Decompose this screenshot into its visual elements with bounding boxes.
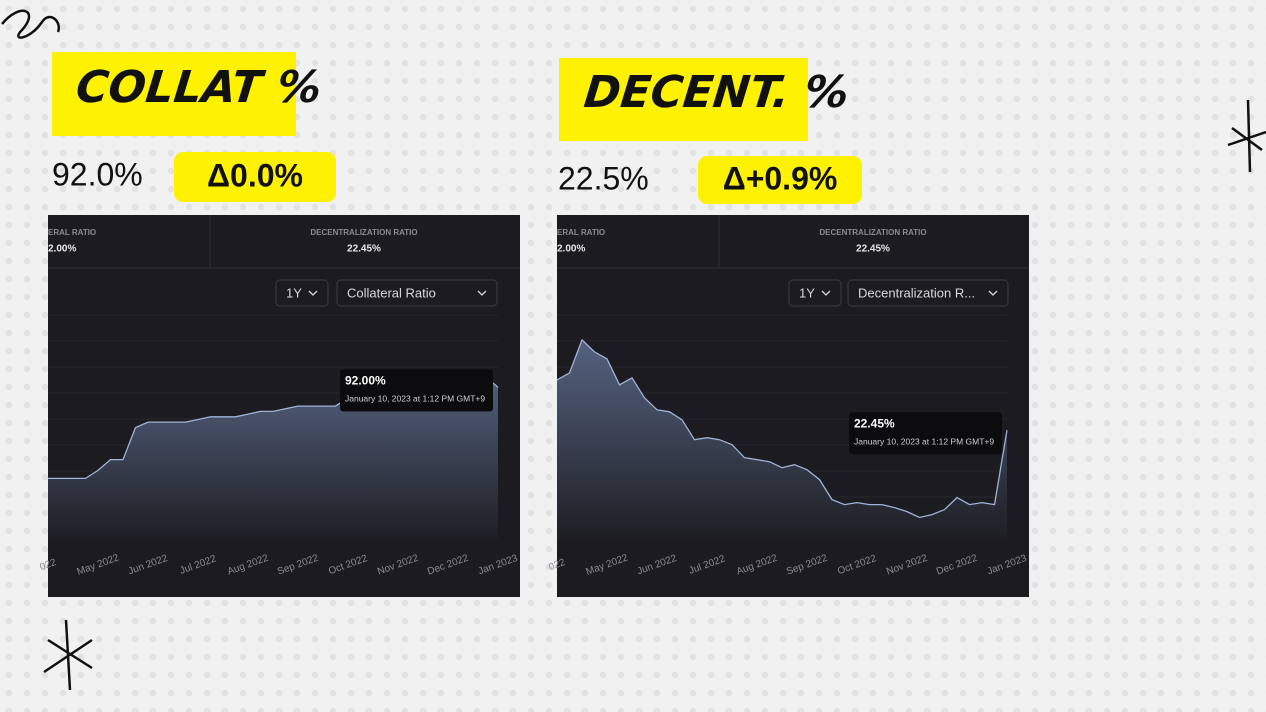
metric-label: Decentralization R... (858, 285, 975, 300)
line (556, 338, 1008, 519)
range-dropdown[interactable] (788, 279, 842, 307)
metric-label: Collateral Ratio (347, 285, 436, 300)
heading: COLLAT % (74, 62, 324, 113)
area-fill (557, 339, 1007, 540)
stat-value: 2.00% (48, 244, 76, 255)
chevron (308, 290, 318, 296)
stat-label: ERAL RATIO (48, 228, 96, 237)
tooltip-date: January 10, 2023 at 1:12 PM GMT+9 (345, 394, 485, 404)
stat-label: DECENTRALIZATION RATIO (310, 228, 417, 237)
delta: Δ0.0% (207, 157, 303, 193)
current-value: 22.5% (558, 160, 649, 196)
chevron (477, 290, 487, 296)
metric-dropdown[interactable] (847, 279, 1009, 307)
tooltip-value: 22.45% (854, 416, 895, 430)
stat-label: DECENTRALIZATION RATIO (819, 228, 926, 237)
range-label: 1Y (286, 285, 302, 300)
area-fill (48, 371, 498, 540)
heading-box (52, 52, 296, 136)
tooltip-date: January 10, 2023 at 1:12 PM GMT+9 (854, 436, 994, 446)
tooltip (849, 412, 1002, 455)
chevron (821, 290, 831, 296)
heading: DECENT. % (582, 67, 852, 118)
delta-badge (698, 156, 862, 204)
heading-box (559, 58, 808, 141)
metric-dropdown[interactable] (336, 279, 498, 307)
delta-badge (174, 152, 336, 202)
tooltip-value: 92.00% (345, 373, 386, 387)
range-dropdown[interactable] (275, 279, 329, 307)
asterisk (1227, 99, 1266, 173)
current-value: 92.0% (52, 156, 143, 192)
range-label: 1Y (799, 285, 815, 300)
stat-value: 22.45% (856, 244, 890, 255)
tooltip (340, 369, 493, 412)
chevron (988, 290, 998, 296)
squiggle (1, 9, 61, 39)
stat-value: 22.45% (347, 244, 381, 255)
stat-label: ERAL RATIO (557, 228, 605, 237)
stat-value: 2.00% (557, 244, 585, 255)
delta: Δ+0.9% (723, 160, 838, 196)
asterisk (43, 619, 93, 691)
